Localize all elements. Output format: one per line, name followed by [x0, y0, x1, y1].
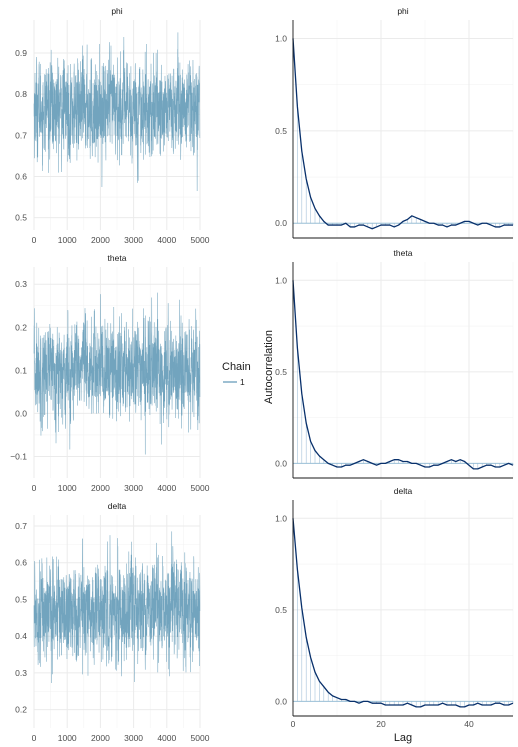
y-tick-label: 0.3	[15, 279, 27, 289]
y-tick-label: 1.0	[275, 33, 287, 43]
trace-series-line	[33, 292, 201, 455]
y-tick-label: 0.2	[15, 705, 27, 715]
y-tick-label: 0.8	[15, 89, 27, 99]
x-tick-label: 1000	[58, 483, 77, 493]
trace-panel-title: phi	[111, 6, 122, 16]
trace-panel-delta: delta 0 1000 2000 3000 4000 5000 0.2 0.3 0.4 0.5 0.…	[15, 501, 210, 743]
x-tick-label: 2000	[91, 483, 110, 493]
trace-panel-theta: theta 0 1000 2000 3000 4000 5000 −0.1 0.0 0.1 0.2 0…	[10, 253, 210, 493]
x-tick-label: 5000	[191, 483, 210, 493]
acf-series-line	[292, 38, 513, 230]
y-tick-label: 0.6	[15, 171, 27, 181]
y-tick-label: 0.1	[15, 365, 27, 375]
y-tick-label: 0.5	[275, 605, 287, 615]
trace-panels: phi 0 1000 2000 3000 4000 5000 0.5 0.6 0.7 0.8 0.9 t…	[10, 6, 210, 743]
y-tick-label: 0.5	[275, 367, 287, 377]
y-tick-label: 0.0	[15, 408, 27, 418]
x-tick-label: 2000	[91, 235, 110, 245]
y-tick-label: 0.5	[275, 126, 287, 136]
trace-panel-title: theta	[108, 253, 127, 263]
y-tick-label: 0.4	[15, 631, 27, 641]
y-tick-label: 0.7	[15, 130, 27, 140]
x-tick-label: 40	[464, 719, 474, 729]
x-tick-label: 5000	[191, 235, 210, 245]
acf-series-line	[292, 518, 514, 708]
acf-panel-delta: delta 0 20 40 0.0 0.5 1.0	[275, 486, 514, 729]
x-tick-label: 1000	[58, 733, 77, 743]
trace-series-line	[33, 32, 201, 192]
x-tick-label: 0	[32, 483, 37, 493]
x-tick-label: 0	[291, 719, 296, 729]
trace-panel-title: delta	[108, 501, 127, 511]
acf-panel-title: theta	[394, 248, 413, 258]
x-tick-label: 3000	[124, 235, 143, 245]
legend-item-label: 1	[240, 377, 245, 387]
acf-panel-title: phi	[397, 6, 408, 16]
x-tick-label: 0	[32, 235, 37, 245]
y-tick-label: 0.5	[15, 213, 27, 223]
acf-panel-theta: theta 0.0 0.5 1.0	[275, 248, 514, 479]
x-tick-label: 0	[32, 733, 37, 743]
y-tick-label: 1.0	[275, 513, 287, 523]
y-tick-label: 0.7	[15, 521, 27, 531]
y-tick-label: −0.1	[10, 451, 27, 461]
x-tick-label: 5000	[191, 733, 210, 743]
trace-series-line	[33, 531, 201, 684]
y-tick-label: 0.6	[15, 558, 27, 568]
acf-panel-title: delta	[394, 486, 413, 496]
acf-y-axis-label: Autocorrelation	[263, 330, 275, 404]
acf-panel-phi: phi 0.0 0.5 1.0	[275, 6, 514, 239]
trace-panel-phi: phi 0 1000 2000 3000 4000 5000 0.5 0.6 0.7 0.8 0.9	[15, 6, 210, 245]
y-tick-label: 0.0	[275, 218, 287, 228]
x-tick-label: 4000	[157, 235, 176, 245]
y-tick-label: 1.0	[275, 275, 287, 285]
acf-x-axis-label: Lag	[394, 732, 412, 744]
y-tick-label: 0.2	[15, 322, 27, 332]
x-tick-label: 4000	[157, 733, 176, 743]
y-tick-label: 0.0	[275, 696, 287, 706]
acf-panels: phi 0.0 0.5 1.0 theta 0.0 0.5 1.0 delta 0 20 40 0.0 0…	[275, 6, 514, 729]
y-tick-label: 0.5	[15, 594, 27, 604]
legend-title: Chain	[222, 361, 251, 373]
y-tick-label: 0.9	[15, 48, 27, 58]
x-tick-label: 20	[376, 719, 386, 729]
acf-series-line	[292, 280, 514, 470]
x-tick-label: 1000	[58, 235, 77, 245]
x-tick-label: 4000	[157, 483, 176, 493]
x-tick-label: 3000	[124, 483, 143, 493]
y-tick-label: 0.0	[275, 458, 287, 468]
x-tick-label: 3000	[124, 733, 143, 743]
x-tick-label: 2000	[91, 733, 110, 743]
legend: Chain 1	[222, 361, 251, 387]
y-tick-label: 0.3	[15, 668, 27, 678]
